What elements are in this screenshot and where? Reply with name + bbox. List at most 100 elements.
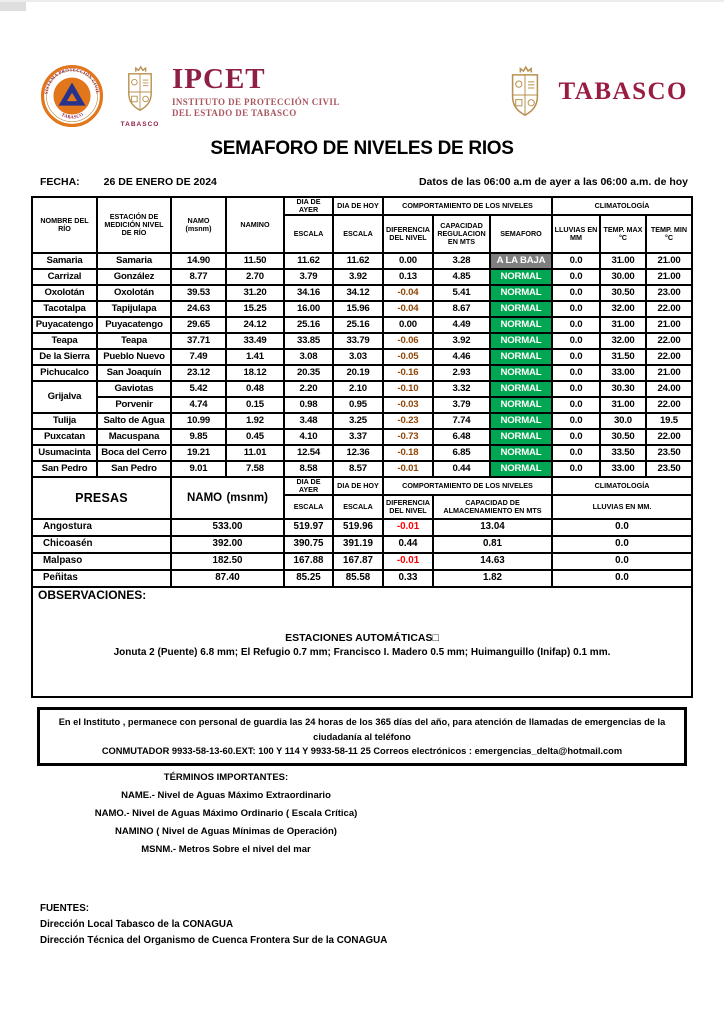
svg-text:TABASCO: TABASCO <box>61 111 85 119</box>
scan-corner-artifact <box>0 2 26 11</box>
temp-max-cell: 33.00 <box>598 364 647 383</box>
estaciones-automaticas-data: Jonuta 2 (Puente) 6.8 mm; El Refugio 0.7… <box>113 647 611 659</box>
capacidad-cell: 6.85 <box>431 444 491 463</box>
diferencia-cell: -0.16 <box>381 364 434 383</box>
capacidad-cell: 3.28 <box>431 252 491 271</box>
escala-hoy-cell: 11.62 <box>331 252 384 271</box>
presa-namo-cell: 87.40 <box>169 569 285 589</box>
presa-escala-hoy-cell: 167.87 <box>331 552 384 572</box>
escala-ayer-cell: 3.08 <box>282 348 334 367</box>
presas-col-escala-ayer: ESCALA <box>282 494 334 521</box>
semaforo-badge: A LA BAJA <box>488 252 553 271</box>
terminos-importantes: TÉRMINOS IMPORTANTES: NAME.- Nivel de Ag… <box>26 772 426 855</box>
left-crest-block: TABASCO <box>118 64 162 128</box>
lluvias-cell: 0.0 <box>550 380 601 399</box>
diferencia-cell: -0.23 <box>381 412 434 431</box>
temp-max-cell: 32.00 <box>598 300 647 319</box>
lluvias-cell: 0.0 <box>550 284 601 303</box>
capacidad-cell: 0.44 <box>431 460 491 479</box>
ipcet-subtitle: INSTITUTO DE PROTECCIÓN CIVIL DEL ESTADO… <box>172 97 340 120</box>
river-name-cell: Usumacinta <box>30 444 98 463</box>
capacidad-cell: 4.85 <box>431 268 491 287</box>
presa-lluvias-cell: 0.0 <box>550 569 694 589</box>
presas-group-climatologia: CLIMATOLOGÍA <box>550 476 694 497</box>
col-temp-max-label: TEMP. MAX <box>603 225 643 235</box>
semaforo-badge: NORMAL <box>488 364 553 383</box>
semaforo-badge: NORMAL <box>488 460 553 479</box>
namo-cell: 10.99 <box>169 412 227 431</box>
presa-lluvias-cell: 0.0 <box>550 518 694 538</box>
page-title: SEMAFORO DE NIVELES DE RIOS <box>210 138 514 159</box>
col-temp-max: TEMP. MAX °C <box>598 214 647 255</box>
presas-col-lluvias: LLUVIAS EN MM. <box>550 494 694 521</box>
capacidad-cell: 3.32 <box>431 380 491 399</box>
lluvias-cell: 0.0 <box>550 252 601 271</box>
ipcet-subtitle-line2: DEL ESTADO DE TABASCO <box>172 108 297 119</box>
semaforo-badge: NORMAL <box>488 380 553 399</box>
rios-presas-table: NOMBRE DEL RÍO ESTACIÓN DE MEDICIÓN NIVE… <box>30 195 694 699</box>
namino-cell: 11.01 <box>224 444 285 463</box>
datos-note: Datos de las 06:00 a.m de ayer a las 06:… <box>418 176 688 188</box>
temp-max-cell: 30.30 <box>598 380 647 399</box>
col-estacion: ESTACIÓN DE MEDICIÓN NIVEL DE RÍO <box>95 195 172 255</box>
escala-ayer-cell: 33.85 <box>282 332 334 351</box>
presas-col-dia-ayer: DIA DE AYER <box>282 476 334 497</box>
river-row: Teapa Teapa 37.71 33.49 33.85 33.79 -0.06 3.92 N… <box>30 332 694 351</box>
col-temp-min: TEMP. MIN °C <box>644 214 694 255</box>
temp-min-cell: 21.00 <box>644 252 694 271</box>
station-cell: Pueblo Nuevo <box>95 348 172 367</box>
diferencia-cell: -0.01 <box>381 460 434 479</box>
presa-name-cell: Peñitas <box>30 569 172 589</box>
capacidad-cell: 6.48 <box>431 428 491 447</box>
termino-namino: NAMINO ( Nivel de Aguas Mínimas de Opera… <box>115 826 337 838</box>
station-cell: Teapa <box>95 332 172 351</box>
presa-diferencia-cell: -0.01 <box>381 518 434 538</box>
lluvias-cell: 0.0 <box>550 268 601 287</box>
station-cell: Oxolotán <box>95 284 172 303</box>
river-name-cell: Oxolotán <box>30 284 98 303</box>
header-branding: SISTEMA PROTECCIÓN CIVIL TABASCO TABASCO… <box>0 0 724 128</box>
escala-hoy-cell: 3.25 <box>331 412 384 431</box>
river-name-cell: San Pedro <box>30 460 98 479</box>
col-escala-ayer: ESCALA <box>282 214 334 255</box>
temp-min-cell: 24.00 <box>644 380 694 399</box>
namino-cell: 2.70 <box>224 268 285 287</box>
temp-min-cell: 21.00 <box>644 268 694 287</box>
presa-capacidad-cell: 14.63 <box>431 552 553 572</box>
namo-cell: 29.65 <box>169 316 227 335</box>
group-comportamiento: COMPORTAMIENTO DE LOS NIVELES <box>381 195 553 217</box>
temp-max-cell: 30.50 <box>598 284 647 303</box>
river-name-cell: Puyacatengo <box>30 316 98 335</box>
observaciones-section: OBSERVACIONES: ESTACIONES AUTOMÁTICAS□ J… <box>30 586 694 699</box>
col-capacidad: CAPACIDAD REGULACION EN MTS <box>431 214 491 255</box>
namo-cell: 39.53 <box>169 284 227 303</box>
namino-cell: 1.41 <box>224 348 285 367</box>
col-semaforo: SEMAFORO <box>488 214 553 255</box>
lluvias-cell: 0.0 <box>550 300 601 319</box>
presa-row: Malpaso 182.50 167.88 167.87 -0.01 14.63 0.0 <box>30 552 694 572</box>
temp-min-cell: 22.00 <box>644 300 694 319</box>
escala-ayer-cell: 25.16 <box>282 316 334 335</box>
observaciones-content: ESTACIONES AUTOMÁTICAS□ Jonuta 2 (Puente… <box>34 631 690 659</box>
escala-ayer-cell: 20.35 <box>282 364 334 383</box>
presa-row: Angostura 533.00 519.97 519.96 -0.01 13.04 0.0 <box>30 518 694 538</box>
namino-cell: 0.48 <box>224 380 285 399</box>
termino-msnm: MSNM.- Metros Sobre el nivel del mar <box>141 844 311 856</box>
diferencia-cell: -0.05 <box>381 348 434 367</box>
diferencia-cell: 0.00 <box>381 252 434 271</box>
namino-cell: 24.12 <box>224 316 285 335</box>
station-cell: Tapijulapa <box>95 300 172 319</box>
station-cell: Puyacatengo <box>95 316 172 335</box>
semaforo-badge: NORMAL <box>488 348 553 367</box>
station-cell: Macuspana <box>95 428 172 447</box>
estaciones-automaticas-title: ESTACIONES AUTOMÁTICAS□ <box>285 631 439 644</box>
escala-hoy-cell: 0.95 <box>331 396 384 415</box>
river-row: Usumacinta Boca del Cerro 19.21 11.01 12.54 1… <box>30 444 694 463</box>
col-dia-hoy: DIA DE HOY <box>331 195 384 217</box>
col-presas: PRESAS <box>30 476 172 521</box>
diferencia-cell: -0.18 <box>381 444 434 463</box>
semaforo-badge: NORMAL <box>488 396 553 415</box>
capacidad-cell: 5.41 <box>431 284 491 303</box>
temp-max-cell: 31.00 <box>598 316 647 335</box>
